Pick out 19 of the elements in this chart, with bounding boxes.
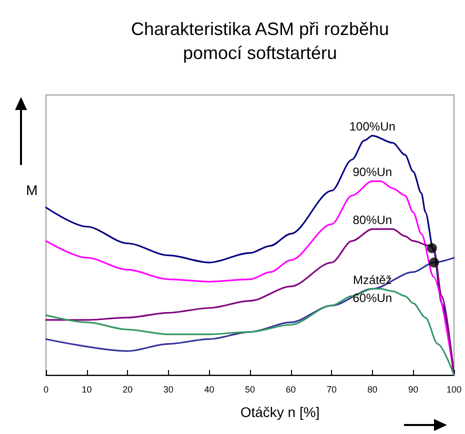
x-tick-label: 90 (408, 384, 418, 394)
chart-title: Charakteristika ASM při rozběhu pomocí softstartéru (130, 19, 390, 63)
x-tick-label: 70 (326, 384, 337, 394)
series-label: 80%Un (352, 213, 392, 228)
y-axis-title: M (26, 182, 38, 198)
x-tick-label: 20 (122, 384, 133, 394)
x-tick-label: 10 (82, 384, 92, 394)
x-tick-label: 30 (163, 384, 174, 394)
x-tick-label: 40 (204, 384, 214, 394)
x-tick-label: 60 (286, 384, 296, 394)
x-tick-label: 50 (244, 384, 256, 394)
x-tick-label: 0 (43, 384, 49, 394)
x-tick-label: 100 (446, 384, 462, 394)
series-label: Mzátěž (353, 272, 392, 287)
series-label: 90%Un (352, 165, 392, 180)
x-tick-label: 80 (367, 384, 378, 394)
x-axis-title: Otáčky n [%] (240, 404, 320, 420)
series-label: 60%Un (352, 290, 392, 305)
series-label: 100%Un (349, 120, 396, 134)
